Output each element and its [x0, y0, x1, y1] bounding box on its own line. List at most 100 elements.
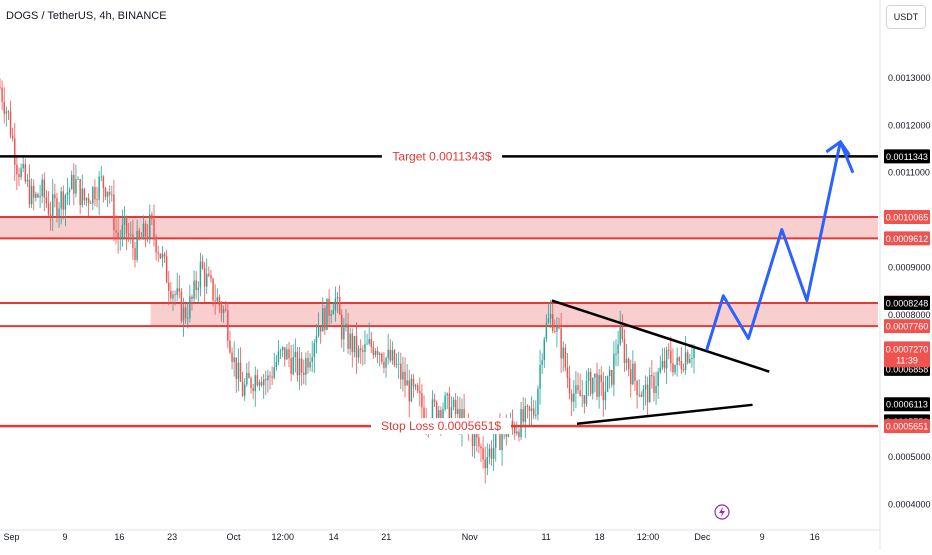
candle-body: [246, 372, 248, 385]
candle-body: [511, 420, 514, 426]
candle-body: [412, 378, 415, 387]
candle-body: [476, 433, 478, 438]
candle-body: [364, 344, 366, 352]
price-badge-label: 0.0005651: [886, 422, 929, 432]
candle-body: [275, 361, 278, 368]
candle-body: [608, 370, 611, 377]
candle-body: [199, 261, 202, 288]
candle-body: [132, 234, 134, 249]
candle-body: [9, 111, 12, 136]
candle-body: [33, 186, 35, 198]
candle-body: [203, 268, 206, 287]
candle-body: [254, 375, 256, 392]
candle-body: [307, 358, 309, 368]
wedge-layer: [551, 299, 770, 426]
candle-body: [657, 372, 659, 387]
price-tick-label: 0.0011000: [888, 168, 930, 178]
icon-layer: [714, 504, 730, 520]
candle-body: [495, 431, 497, 448]
candle-body: [478, 437, 480, 447]
candle-body: [349, 333, 351, 349]
candle-body: [541, 360, 543, 365]
candle-body: [653, 376, 655, 394]
candle-body: [296, 351, 299, 376]
symbol-title: DOGS / TetherUS, 4h, BINANCE: [6, 10, 167, 22]
candle-body: [488, 448, 491, 458]
candle-body: [241, 381, 244, 396]
candle-body: [526, 406, 529, 407]
candle-body: [5, 111, 8, 114]
candle-body: [106, 191, 109, 197]
candle-body: [414, 385, 417, 387]
candle-body: [92, 187, 94, 204]
candle-body: [406, 380, 408, 386]
candle-body: [330, 314, 332, 316]
price-badge-label: 0.0006113: [886, 400, 928, 410]
candle-body: [56, 198, 58, 217]
candle-body: [286, 349, 288, 360]
upper-resistance-zone: [0, 216, 878, 239]
candle-body: [499, 426, 501, 451]
candle-body: [267, 375, 269, 381]
last-price-value: 0.0007270: [886, 344, 929, 354]
candle-body: [39, 196, 41, 198]
candle-body: [381, 353, 383, 362]
candle-body: [22, 164, 24, 169]
candle-body: [606, 376, 609, 392]
candle-body: [193, 280, 195, 299]
candle-body: [292, 357, 294, 375]
candle-body: [545, 322, 548, 340]
candle-body: [315, 336, 318, 344]
currency-button[interactable]: USDT: [886, 5, 926, 29]
price-badge-label: 0.0011343: [886, 152, 928, 162]
candle-body: [161, 253, 164, 259]
candle-body: [153, 219, 155, 237]
candle-body: [387, 349, 389, 358]
candle-body: [376, 350, 379, 355]
candle-body: [452, 399, 455, 408]
candle-body: [408, 380, 410, 402]
time-tick-label: 16: [114, 532, 124, 542]
candle-body: [501, 433, 503, 451]
candle-body: [655, 386, 657, 394]
candle-body: [682, 369, 685, 371]
price-badge-label: 0.0008248: [886, 299, 929, 309]
price-badge: [884, 319, 930, 334]
candle-body: [30, 186, 33, 205]
candle-body: [218, 297, 221, 306]
candle-body: [79, 179, 81, 206]
candle-body: [457, 409, 459, 414]
candle-body: [300, 358, 303, 373]
candle-body: [125, 216, 128, 234]
candle-body: [243, 384, 246, 396]
candle-body: [77, 179, 79, 180]
candle-body: [532, 408, 535, 416]
candle-body: [676, 357, 678, 365]
candle-body: [473, 433, 476, 446]
badge-layer: 0.00113430.00100650.00096120.00082590.00…: [884, 149, 930, 434]
candle-body: [7, 111, 10, 113]
candle-body: [298, 358, 301, 376]
candle-body: [623, 338, 626, 363]
candle-body: [172, 294, 174, 299]
candle-body: [556, 325, 558, 332]
candle-body: [11, 135, 14, 139]
time-tick-label: Nov: [462, 532, 479, 542]
candle-body: [62, 191, 65, 210]
time-tick-label: 14: [329, 532, 339, 542]
candle-body: [674, 364, 676, 373]
candle-body: [317, 326, 320, 337]
candle-body: [262, 379, 265, 386]
candle-body: [374, 350, 377, 355]
candle-body: [592, 377, 594, 394]
candle-body: [385, 357, 387, 368]
candle-body: [393, 350, 396, 366]
candle-body: [522, 409, 524, 422]
candle-body: [535, 414, 537, 416]
price-badge: [884, 209, 930, 224]
candle-body: [667, 349, 670, 351]
candle-body: [596, 373, 598, 397]
